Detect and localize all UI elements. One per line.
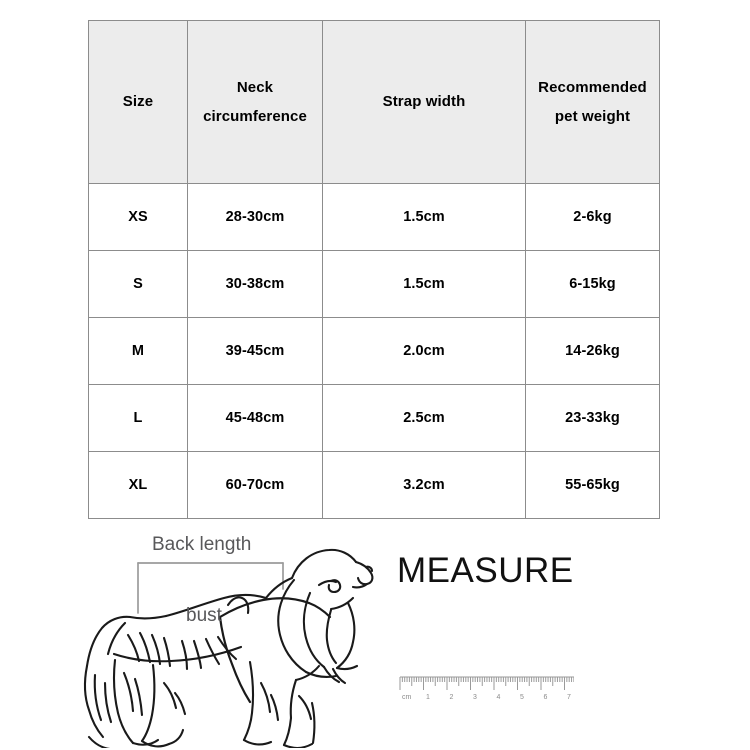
measure-title: MEASURE xyxy=(397,551,574,590)
ruler-icon: cm 1 2 3 4 5 6 7 xyxy=(396,671,574,711)
table-row: S 30-38cm 1.5cm 6-15kg xyxy=(88,250,660,318)
cell-strap: 3.2cm xyxy=(322,451,526,519)
svg-text:7: 7 xyxy=(567,694,571,701)
dog-line-art-icon xyxy=(78,523,388,748)
table-row: M 39-45cm 2.0cm 14-26kg xyxy=(88,317,660,385)
back-length-bracket xyxy=(137,562,284,614)
cell-neck: 30-38cm xyxy=(187,250,323,318)
cell-neck: 45-48cm xyxy=(187,384,323,452)
header-label-weight-line-1: Recommended xyxy=(538,78,647,96)
back-length-label: Back length xyxy=(152,534,252,555)
cell-weight: 23-33kg xyxy=(525,384,660,452)
table-body: XS 28-30cm 1.5cm 2-6kg S 30-38cm 1.5cm 6… xyxy=(88,183,660,519)
bust-label: bust xyxy=(186,605,222,626)
cell-neck: 28-30cm xyxy=(187,183,323,251)
header-label-weight-line-2: pet weight xyxy=(554,108,631,125)
header-label-strap-line-1: Strap width xyxy=(382,93,466,111)
header-cell-strap-width: Strap width xyxy=(322,20,526,184)
cell-neck: 39-45cm xyxy=(187,317,323,385)
cell-size: L xyxy=(88,384,188,452)
cell-size: XS xyxy=(88,183,188,251)
svg-text:5: 5 xyxy=(520,694,524,701)
svg-text:cm: cm xyxy=(402,694,412,701)
table-row: XS 28-30cm 1.5cm 2-6kg xyxy=(88,183,660,251)
svg-text:2: 2 xyxy=(450,694,454,701)
cell-weight: 2-6kg xyxy=(525,183,660,251)
cell-weight: 14-26kg xyxy=(525,317,660,385)
cell-neck: 60-70cm xyxy=(187,451,323,519)
svg-text:3: 3 xyxy=(473,694,477,701)
cell-weight: 6-15kg xyxy=(525,250,660,318)
cell-strap: 2.0cm xyxy=(322,317,526,385)
ruler-numbers: cm 1 2 3 4 5 6 7 xyxy=(402,694,571,701)
header-label-neck-line-2: circumference xyxy=(203,108,307,125)
cell-size: S xyxy=(88,250,188,318)
svg-text:6: 6 xyxy=(544,694,548,701)
table-header: Size Neck circumference Strap width Reco… xyxy=(88,20,660,184)
cell-strap: 1.5cm xyxy=(322,183,526,251)
table-row: L 45-48cm 2.5cm 23-33kg xyxy=(88,384,660,452)
size-chart-table: Size Neck circumference Strap width Reco… xyxy=(88,20,660,519)
cell-strap: 1.5cm xyxy=(322,250,526,318)
ruler-ticks xyxy=(399,676,574,690)
cell-strap: 2.5cm xyxy=(322,384,526,452)
header-label-neck-line-1: Neck xyxy=(236,78,274,96)
cell-weight: 55-65kg xyxy=(525,451,660,519)
measurement-illustration: Back length bust MEASURE cm 1 2 3 4 5 6 7 xyxy=(0,513,750,750)
cell-size: M xyxy=(88,317,188,385)
cell-size: XL xyxy=(88,451,188,519)
table-row: XL 60-70cm 3.2cm 55-65kg xyxy=(88,451,660,519)
header-cell-size: Size xyxy=(88,20,188,184)
svg-text:4: 4 xyxy=(497,694,501,701)
table-header-row: Size Neck circumference Strap width Reco… xyxy=(88,20,660,184)
header-label-size-line-1: Size xyxy=(122,93,154,111)
svg-text:1: 1 xyxy=(426,694,430,701)
header-cell-neck-circumference: Neck circumference xyxy=(187,20,323,184)
header-cell-recommended-pet-weight: Recommended pet weight xyxy=(525,20,660,184)
